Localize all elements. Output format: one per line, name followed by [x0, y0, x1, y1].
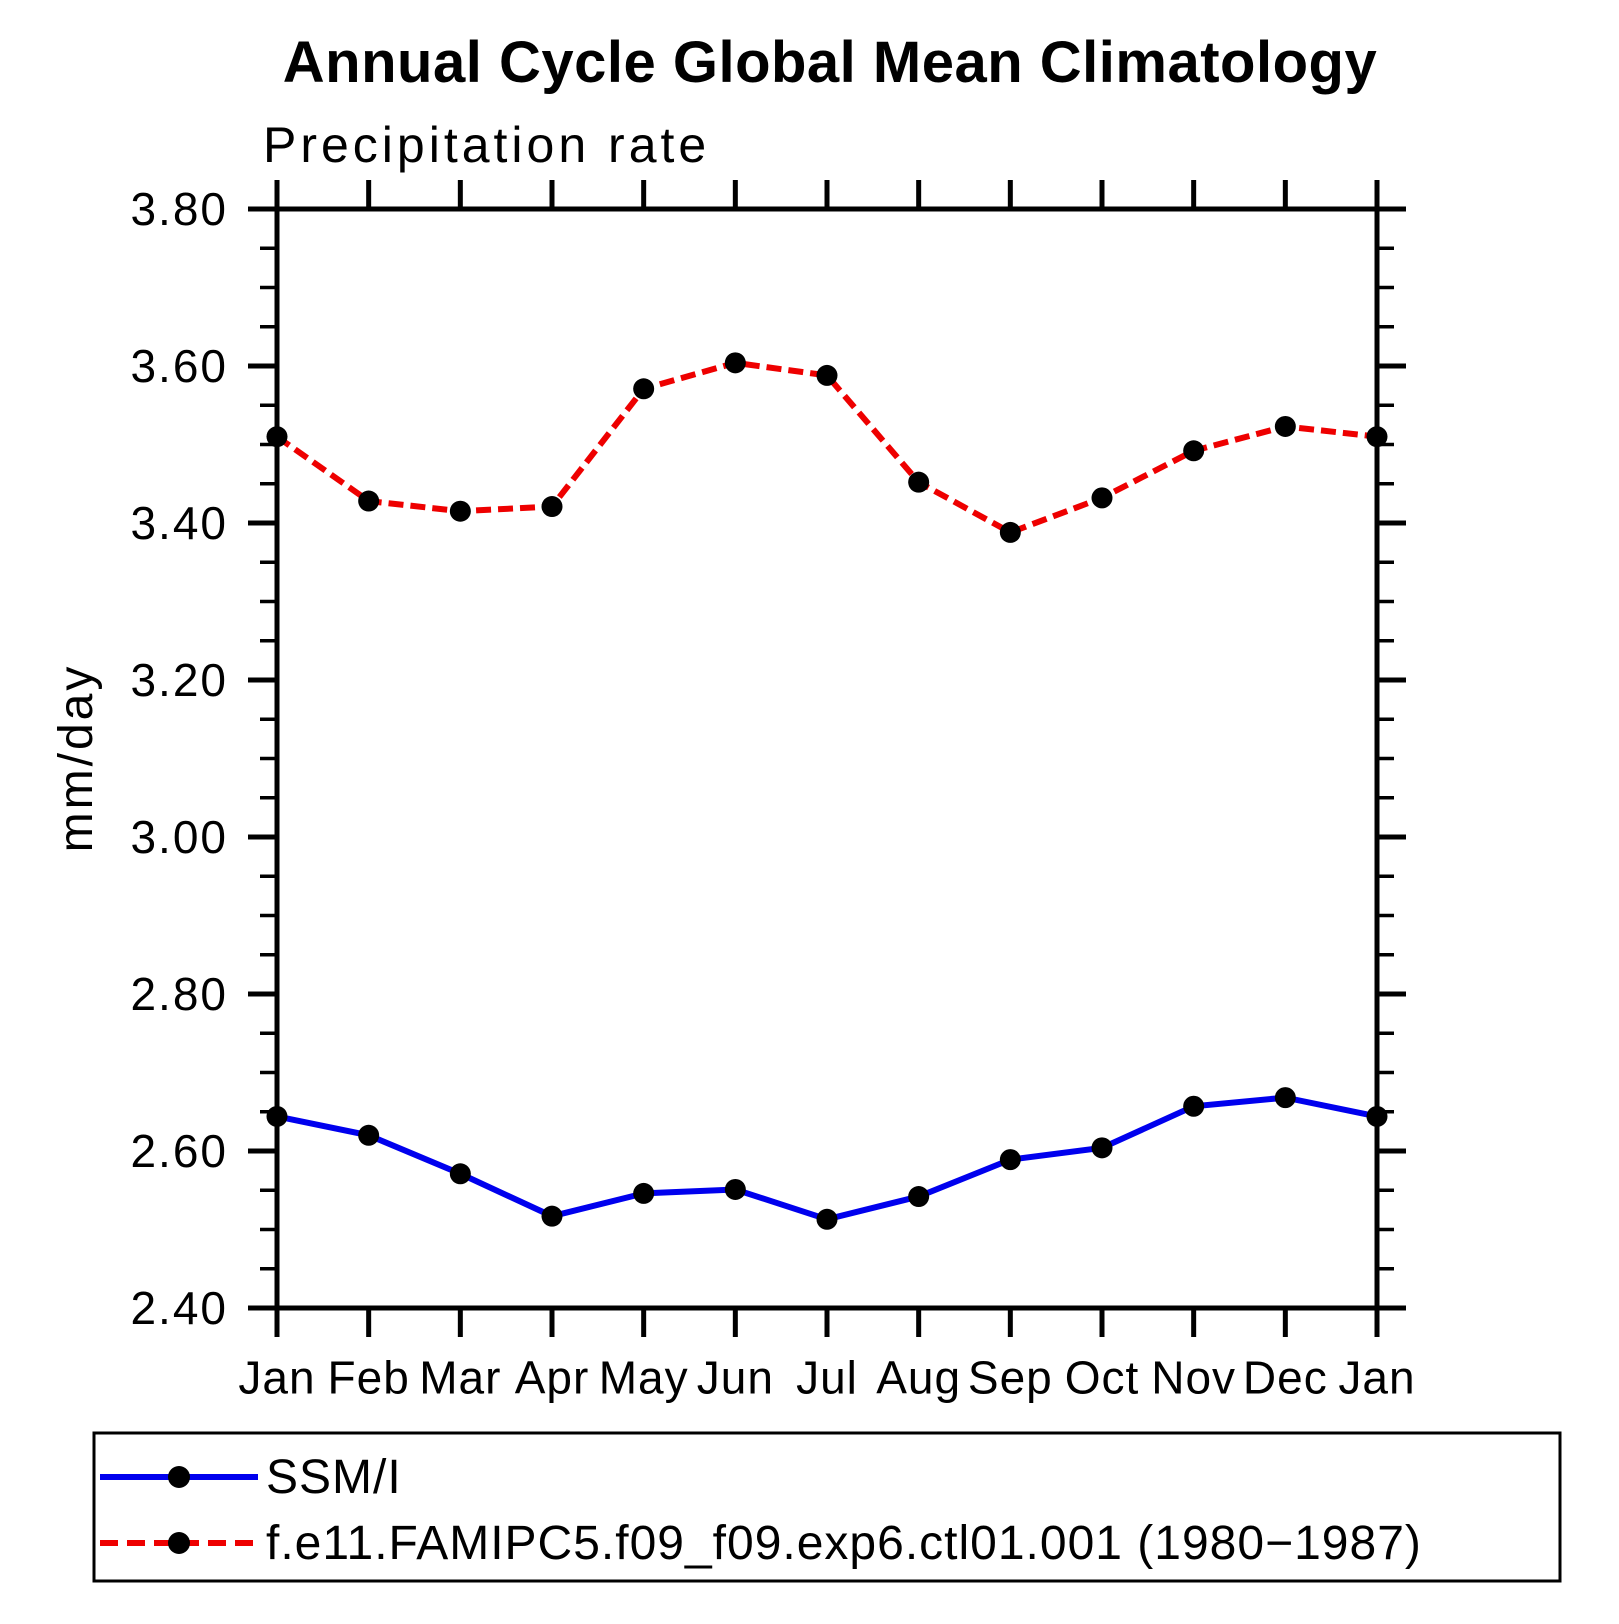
- data-point-marker: [724, 1178, 746, 1200]
- y-tick-label: 3.40: [130, 497, 228, 549]
- legend: SSM/I f.e11.FAMIPC5.f09_f09.exp6.ctl01.0…: [92, 1431, 1562, 1583]
- y-tick-label: 3.20: [130, 654, 228, 706]
- data-point-marker: [908, 1186, 930, 1208]
- y-axis-label: mm/day: [50, 664, 103, 853]
- data-point-marker: [1274, 415, 1296, 437]
- data-point-marker: [1091, 487, 1113, 509]
- series-line-1: [275, 359, 1378, 536]
- chart-title: Annual Cycle Global Mean Climatology: [283, 30, 1377, 95]
- x-tick-label: Feb: [328, 1352, 410, 1404]
- data-point-marker: [999, 521, 1021, 543]
- x-tick-label: Dec: [1243, 1352, 1328, 1404]
- data-point-marker: [1366, 426, 1388, 448]
- y-tick-label: 3.60: [130, 340, 228, 392]
- data-point-marker: [816, 364, 838, 386]
- legend-label-ssmi: SSM/I: [266, 1451, 402, 1504]
- data-point-marker: [908, 471, 930, 493]
- data-point-marker: [1274, 1087, 1296, 1109]
- data-point-marker: [633, 378, 655, 400]
- data-point-marker: [1091, 1137, 1113, 1159]
- data-point-marker: [358, 490, 380, 512]
- chart-subtitle: Precipitation rate: [263, 117, 710, 173]
- y-tick-label: 3.80: [130, 183, 228, 235]
- y-tick-label: 2.40: [130, 1282, 228, 1334]
- x-tick-label: Nov: [1151, 1352, 1236, 1404]
- plot-area: Jan Feb Mar Apr May Jun Jul Aug Sep Oct Nov Dec Jan2…: [130, 180, 1415, 1404]
- x-tick-label: Jul: [796, 1352, 858, 1404]
- data-point-marker: [724, 352, 746, 374]
- x-tick-label: Jun: [697, 1352, 774, 1404]
- x-tick-label: May: [599, 1352, 689, 1404]
- legend-marker-dot: [168, 1466, 190, 1488]
- data-point-marker: [449, 500, 471, 522]
- data-point-marker: [266, 1105, 288, 1127]
- x-tick-label: Mar: [419, 1352, 501, 1404]
- x-tick-label: Aug: [876, 1352, 961, 1404]
- x-tick-label: Sep: [968, 1352, 1053, 1404]
- legend-entry-ssmi: SSM/I: [100, 1451, 402, 1504]
- x-tick-label: Jan: [238, 1352, 315, 1404]
- legend-label-model: f.e11.FAMIPC5.f09_f09.exp6.ctl01.001 (19…: [266, 1517, 1422, 1570]
- series-line-0: [276, 1094, 1378, 1223]
- data-point-marker: [541, 496, 563, 518]
- x-tick-label: Apr: [515, 1352, 590, 1404]
- legend-marker-dot: [168, 1532, 190, 1554]
- y-tick-label: 2.80: [130, 968, 228, 1020]
- data-point-marker: [541, 1205, 563, 1227]
- x-tick-label: Jan: [1338, 1352, 1415, 1404]
- legend-entry-model: f.e11.FAMIPC5.f09_f09.exp6.ctl01.001 (19…: [100, 1517, 1422, 1570]
- data-point-marker: [1366, 1105, 1388, 1127]
- y-tick-label: 3.00: [130, 811, 228, 863]
- data-point-marker: [1183, 1095, 1205, 1117]
- data-point-marker: [1183, 440, 1205, 462]
- data-point-marker: [816, 1208, 838, 1230]
- data-point-marker: [266, 426, 288, 448]
- data-point-marker: [633, 1182, 655, 1204]
- data-point-marker: [999, 1149, 1021, 1171]
- data-point-marker: [449, 1163, 471, 1185]
- data-point-marker: [358, 1124, 380, 1146]
- y-tick-label: 2.60: [130, 1125, 228, 1177]
- legend-box: [92, 1431, 1562, 1583]
- x-tick-label: Oct: [1065, 1352, 1140, 1404]
